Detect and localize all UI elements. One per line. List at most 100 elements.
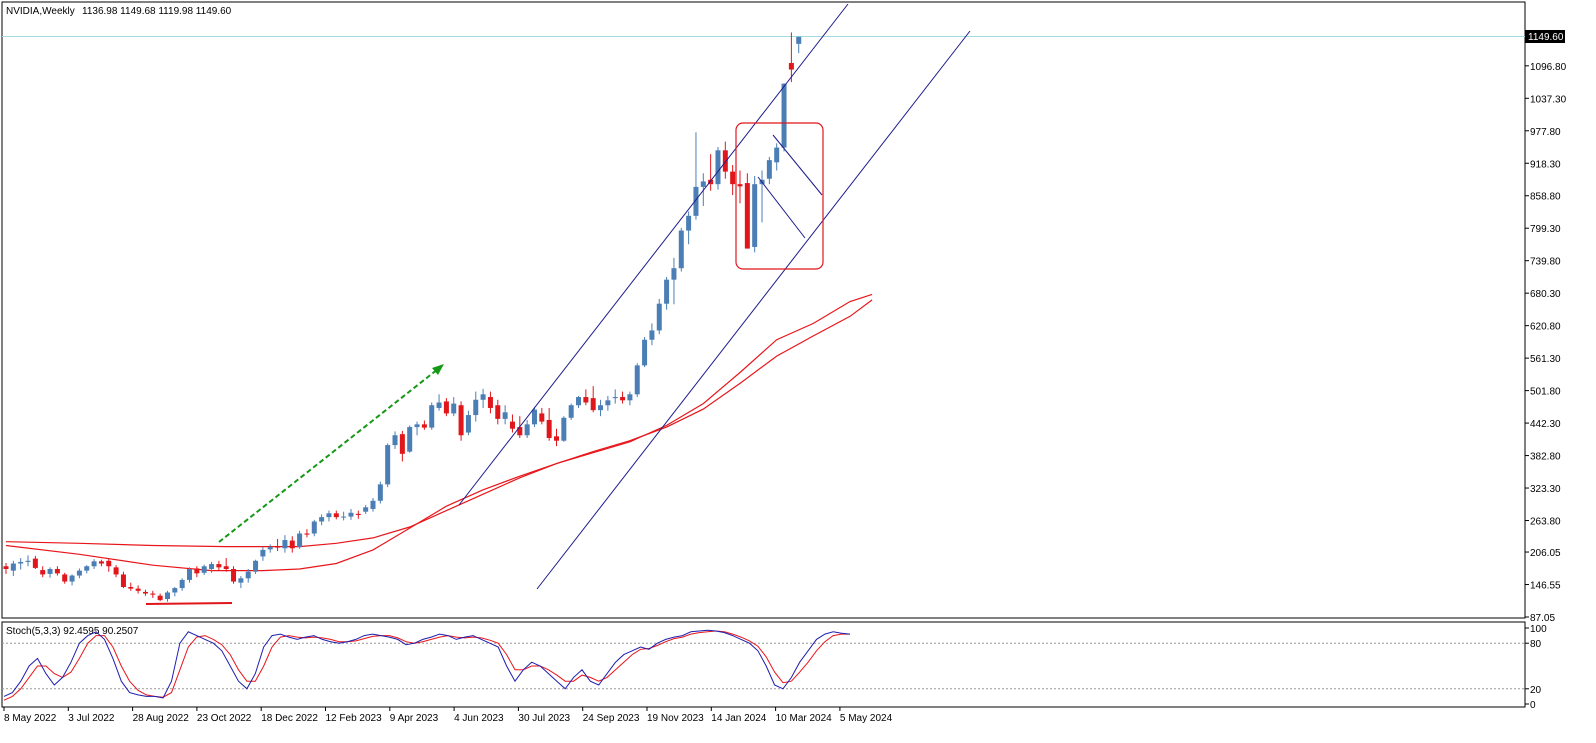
candle-body [429,405,435,428]
candle [788,32,794,83]
candle-body [487,397,493,408]
candle-body [502,412,508,419]
candle [678,227,684,272]
candle [348,508,354,520]
candle [664,276,670,310]
time-tick-label: 9 Apr 2023 [390,713,439,724]
candle-body [634,365,640,395]
candle [194,566,200,578]
current-price-label: 1149.60 [1528,32,1564,43]
candle-body [18,561,24,564]
candle [796,36,802,54]
candle [209,561,215,573]
stoch-tick-label: 100 [1530,624,1547,635]
candle-body [766,160,772,179]
candle [179,578,185,591]
candle-body [671,268,677,280]
candle-body [238,578,244,583]
time-tick-label: 18 Dec 2022 [261,713,318,724]
candle-body [627,394,633,401]
candle-body [113,567,119,575]
time-tick-label: 3 Jul 2022 [68,713,115,724]
candle-body [40,570,46,575]
candle-body [715,150,721,185]
candle [509,414,515,433]
candle-body [509,421,515,429]
candle [69,574,75,586]
candle-body [297,533,303,548]
price-tick-label: 680.30 [1530,289,1561,300]
candle [25,555,31,567]
candle [231,566,237,584]
candle-body [693,186,699,216]
candle-body [91,561,97,567]
price-tick-label: 1096.80 [1530,62,1567,73]
candle [297,530,303,549]
candle [62,572,68,584]
candle-body [407,427,413,452]
candle-body [341,516,347,518]
candle [722,141,728,179]
candle [744,173,750,249]
time-axis: 8 May 2022 3 Jul 2022 28 Aug 2022 23 Oct 20… [3,707,893,724]
candle-body [135,588,141,591]
candle [54,566,60,576]
candle-body [788,62,794,70]
time-tick-label: 4 Jun 2023 [454,713,504,724]
candle-body [348,512,354,517]
flag-line-1 [757,176,806,239]
candle [429,402,435,430]
candle-body [414,424,420,428]
candle [598,399,604,417]
candle-body [436,402,442,408]
candle-body [120,574,126,588]
candle [267,544,273,553]
chart-header-ohlc: 1136.98 1149.68 1119.98 1149.60 [82,6,232,17]
candle [142,589,148,596]
candle [355,510,361,519]
candle-body [781,83,787,148]
candle-body [392,435,398,446]
candle [98,559,104,567]
candle [487,391,493,414]
candle [253,559,259,574]
candle-body [708,179,714,185]
candle-body [47,568,53,574]
candle [495,399,501,425]
candle-body [561,417,567,441]
candle [326,510,332,522]
time-tick-label: 24 Sep 2023 [583,713,640,724]
candle [671,257,677,305]
candle [576,395,582,408]
candle-body [209,564,215,569]
candle-body [157,595,163,601]
time-tick-label: 28 Aug 2022 [133,713,190,724]
candle [531,406,537,428]
candle-body [69,575,75,582]
candle-body [730,171,736,185]
moving-average-1 [5,293,873,548]
candle [135,585,141,594]
candle [216,560,222,571]
current-price-badge [1525,30,1565,43]
candle-body [54,568,60,574]
candle [443,398,449,417]
time-tick-label: 19 Nov 2023 [647,713,704,724]
candle [128,582,134,591]
candle-body [179,579,185,589]
candle [238,576,244,589]
time-tick-label: 23 Oct 2022 [197,713,252,724]
candle [539,407,545,425]
candle-body [473,399,479,416]
price-tick-label: 858.80 [1530,192,1561,203]
candle-body [106,560,112,567]
candle-body [568,405,574,418]
candle-body [524,424,530,436]
candle-body [363,507,369,512]
candle [201,564,207,575]
candle-body [495,405,501,419]
candle-body [289,540,295,549]
candle [546,407,552,441]
candle [399,430,405,462]
candle-body [458,405,464,436]
